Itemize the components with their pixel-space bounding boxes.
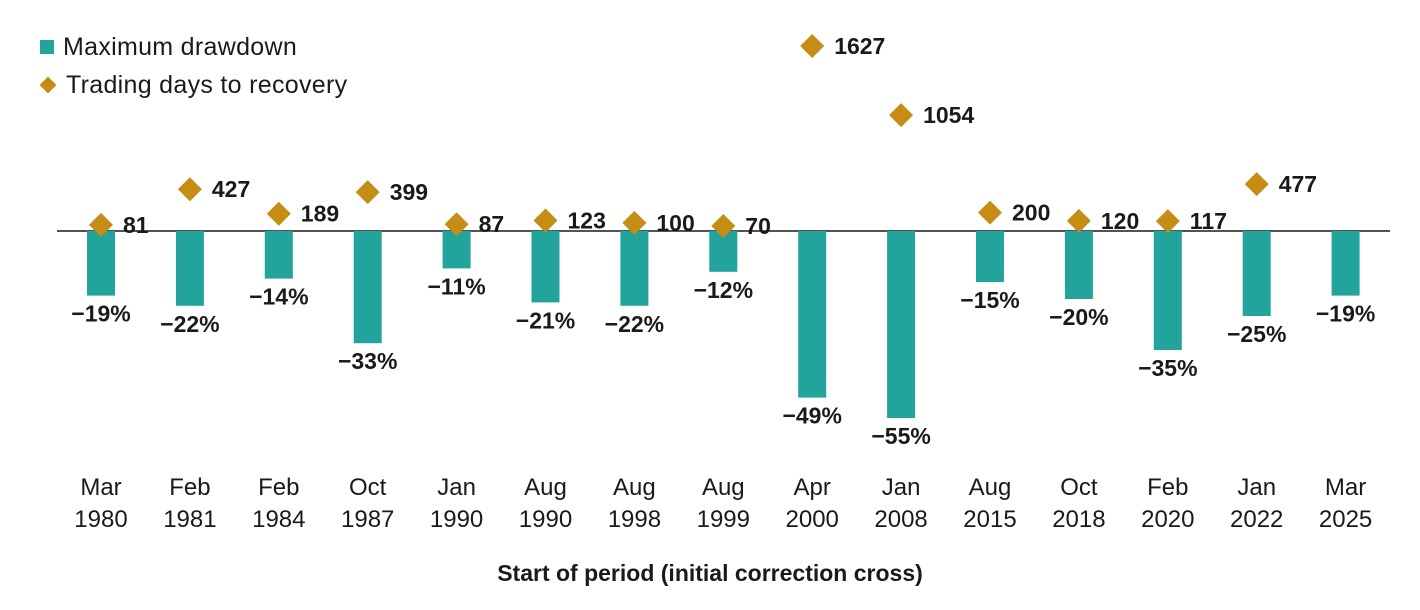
recovery-marker [533,208,558,233]
recovery-label: 399 [390,179,428,205]
x-tick-label-month: Feb [1147,474,1188,501]
x-tick-label-year: 1987 [341,506,394,533]
x-tick-label-month: Aug [613,474,656,501]
drawdown-bar [1242,231,1271,316]
x-tick-label-month: Jan [1237,474,1276,501]
recovery-label: 1627 [834,33,885,59]
recovery-label: 123 [568,208,606,234]
recovery-label: 117 [1190,208,1227,234]
x-tick-label-year: 2022 [1230,506,1283,533]
drawdown-label: −22% [160,311,219,337]
x-tick-label-year: 1990 [430,506,483,533]
x-tick-label-year: 1980 [74,506,127,533]
x-tick-label-month: Aug [969,474,1012,501]
legend-label-recovery: Trading days to recovery [66,70,348,99]
drawdown-bar [887,231,916,418]
legend-item-recovery: Trading days to recovery [39,66,348,104]
recovery-marker [444,212,469,237]
drawdown-bar [620,231,649,306]
recovery-marker [711,214,736,238]
legend-swatch-bar [40,40,54,54]
recovery-marker [622,210,647,235]
recovery-label: 1054 [923,102,974,128]
x-axis-title: Start of period (initial correction cros… [497,560,923,586]
x-tick-label-month: Oct [349,474,387,501]
drawdown-bar [353,231,382,344]
recovery-marker [889,103,914,128]
x-tick-label-year: 1981 [163,506,216,533]
x-tick-label-month: Mar [80,474,121,501]
x-tick-label-month: Mar [1325,474,1366,501]
recovery-marker [800,33,825,58]
drawdown-label: −20% [1049,304,1108,330]
drawdown-label: −33% [338,348,397,374]
legend-label-drawdown: Maximum drawdown [63,32,298,61]
drawdown-label: −11% [427,273,485,299]
x-tick-label-month: Oct [1060,474,1098,501]
drawdown-label: −55% [871,423,930,449]
recovery-label: 189 [301,201,339,227]
x-tick-label-year: 2000 [786,506,839,533]
x-tick-label-year: 1998 [608,506,661,533]
recovery-label: 81 [123,212,149,238]
x-tick-label-year: 2018 [1052,506,1105,533]
x-tick-label-month: Apr [794,474,831,501]
drawdown-bar [798,231,827,398]
drawdown-label: −14% [249,284,308,310]
x-tick-label-month: Jan [882,474,921,501]
x-tick-label-year: 2008 [874,506,927,533]
drawdown-bar [1331,231,1360,296]
drawdown-bar [1153,231,1182,350]
recovery-label: 100 [656,210,694,236]
recovery-marker [1244,172,1269,197]
x-tick-label-month: Aug [702,474,745,501]
legend-item-drawdown: Maximum drawdown [40,28,347,66]
x-tick-label-year: 2015 [963,506,1016,533]
recovery-marker [978,200,1002,225]
drawdown-bar [1064,231,1093,299]
drawdown-bar [442,231,471,269]
drawdown-label: −22% [605,311,664,337]
recovery-marker [177,177,202,202]
recovery-label: 477 [1279,171,1317,197]
drawdown-label: −25% [1227,321,1286,347]
recovery-marker [1155,209,1180,234]
recovery-label: 200 [1012,200,1050,226]
x-tick-label-year: 1990 [519,506,572,533]
x-tick-label-year: 1999 [697,506,750,533]
x-tick-label-month: Feb [258,474,299,501]
recovery-marker [89,212,113,237]
drawdown-label: −19% [71,301,130,327]
legend: Maximum drawdown Trading days to recover… [39,28,348,104]
recovery-label: 70 [745,213,771,239]
drawdown-bar [264,231,293,279]
recovery-marker [1066,208,1091,233]
drawdown-bar [531,231,560,303]
drawdown-label: −35% [1138,355,1197,381]
x-tick-label-month: Feb [169,474,210,501]
recovery-label: 120 [1101,208,1139,234]
x-tick-label-year: 2020 [1141,506,1194,533]
chart-area: −19% Mar 1980 81 −22% Feb 1981 427 −14% Feb 1984 18… [57,33,1390,533]
recovery-marker [266,201,291,226]
x-tick-label-month: Jan [437,474,476,501]
x-tick-label-month: Aug [524,474,567,501]
recovery-label: 427 [212,176,250,202]
drawdown-bar [976,231,1004,282]
drawdown-bar [87,231,115,296]
x-tick-label-year: 1984 [252,506,305,533]
drawdown-bar [175,231,204,306]
drawdown-label: −12% [694,277,753,303]
recovery-label: 87 [479,211,505,237]
recovery-marker [355,180,380,205]
drawdown-label: −19% [1316,301,1375,327]
drawdown-label: −21% [516,307,575,333]
drawdown-label: −15% [960,287,1019,313]
x-tick-label-year: 2025 [1319,506,1372,533]
drawdown-label: −49% [782,403,841,429]
